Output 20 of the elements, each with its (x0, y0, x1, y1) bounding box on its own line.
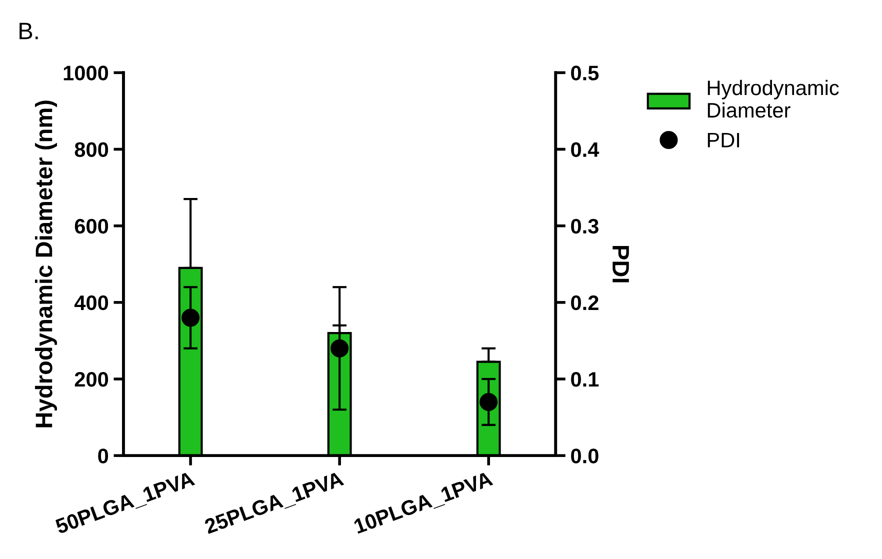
y-tick-label: 200 (74, 372, 108, 387)
y2-tick-label: 0.0 (571, 448, 598, 464)
y2-tick-label: 0.5 (571, 66, 599, 80)
y-tick-label: 400 (74, 295, 108, 310)
y-tick-label: 0 (98, 448, 108, 464)
point (480, 392, 498, 412)
y-tick-label: 800 (74, 142, 108, 158)
legend-label: Hydrodynamic Diameter (708, 80, 839, 118)
point (182, 308, 200, 327)
point (330, 339, 349, 358)
y2-tick-label: 0.1 (571, 372, 599, 387)
legend-label: PDI (708, 132, 740, 148)
y-tick-label: 600 (74, 218, 108, 234)
y2-axis-title: PDI (612, 246, 629, 282)
y2-tick-label: 0.3 (571, 218, 598, 234)
y2-tick-label: 0.4 (571, 142, 600, 158)
chart-title: B. (20, 22, 38, 40)
y2-tick-label: 0.2 (571, 295, 598, 310)
y-axis-title: Hydrodynamic Diameter (nm) (34, 100, 57, 428)
y-tick-label: 1000 (64, 66, 108, 80)
